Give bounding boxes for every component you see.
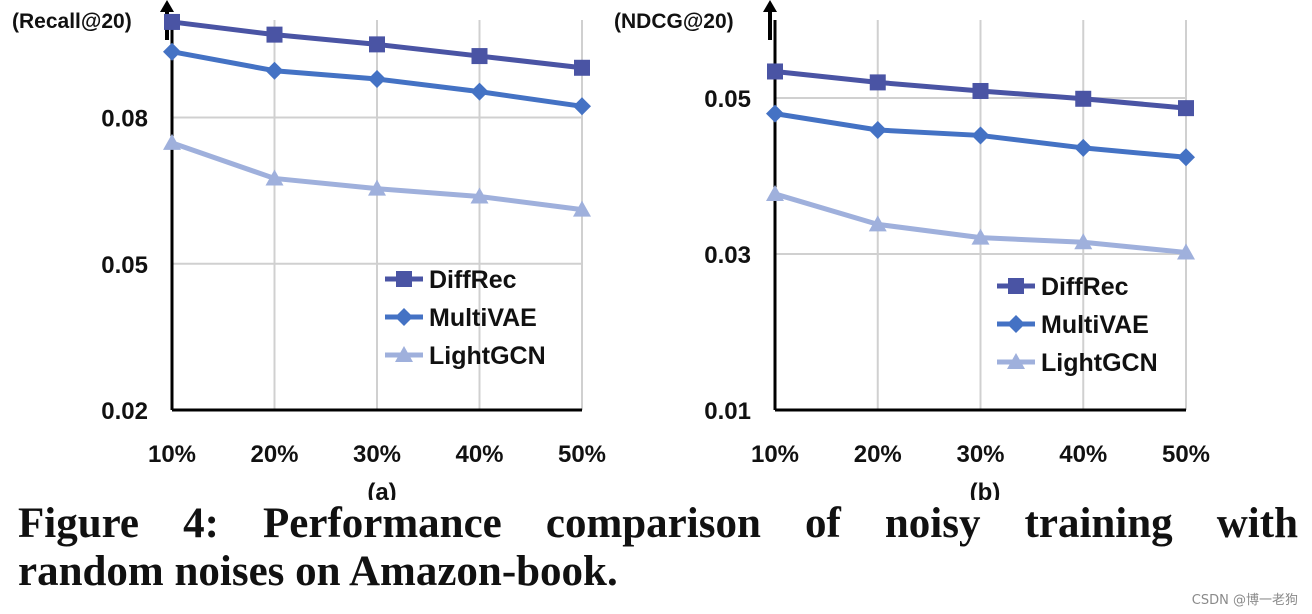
legend-label-diffrec: DiffRec (1041, 273, 1129, 301)
figure-charts: (Recall@20) 0.02 0.05 0.08 10% 20% 30% 40% 50% (a… (12, 0, 1210, 500)
y-axis-arrow-icon (763, 0, 777, 12)
y-tick-label: 0.02 (101, 398, 148, 425)
y-tick-label: 0.08 (101, 106, 148, 133)
y-axis-arrow-icon (160, 0, 174, 12)
data-point-diffrec (369, 36, 385, 53)
caption-line-2: random noises on Amazon-book. (18, 548, 618, 595)
x-tick-label: 20% (854, 441, 902, 468)
y-tick-label: 0.03 (704, 242, 751, 269)
data-point-lightgcn (163, 133, 181, 150)
legend-marker-diffrec (396, 271, 412, 287)
data-point-lightgcn (1074, 233, 1093, 250)
x-tick-label: 30% (956, 441, 1004, 468)
data-point-lightgcn (766, 184, 784, 201)
data-point-diffrec (164, 13, 180, 30)
legend-label-multivae: MultiVAE (1041, 311, 1149, 339)
caption-line-1: Figure 4: Performance comparison of nois… (18, 500, 1298, 547)
data-point-multivae (573, 97, 591, 116)
data-point-multivae (971, 126, 990, 145)
data-point-lightgcn (971, 228, 990, 245)
data-point-multivae (368, 69, 386, 88)
y-tick-label: 0.01 (704, 398, 751, 425)
x-tick-label: 40% (455, 441, 503, 468)
data-point-multivae (1074, 138, 1093, 157)
data-point-multivae (265, 61, 284, 80)
data-point-lightgcn (1177, 243, 1195, 260)
chart-ndcg: (NDCG@20) 0.01 0.03 0.05 10% 20% 30% 40% 50% (b) D… (614, 0, 1210, 500)
legend-label-multivae: MultiVAE (429, 304, 537, 332)
subplot-label: (b) (970, 479, 1001, 500)
data-point-multivae (868, 120, 887, 139)
data-point-diffrec (1075, 90, 1092, 107)
y-tick-label: 0.05 (704, 86, 751, 113)
data-point-multivae (163, 42, 181, 61)
x-tick-label: 30% (353, 441, 401, 468)
legend-marker-lightgcn (1007, 353, 1025, 369)
data-point-lightgcn (265, 169, 284, 186)
legend-label-diffrec: DiffRec (429, 266, 517, 294)
legend-marker-multivae (395, 308, 413, 326)
x-tick-label: 10% (751, 441, 799, 468)
data-point-lightgcn (368, 179, 386, 196)
watermark-text: CSDN @博一老狗 (1191, 593, 1298, 608)
data-point-diffrec (574, 59, 590, 76)
data-point-multivae (470, 82, 489, 101)
x-tick-label: 50% (558, 441, 606, 468)
figure-caption: Figure 4: Performance comparison of nois… (18, 500, 1298, 596)
x-tick-label: 10% (148, 441, 196, 468)
data-point-diffrec (1178, 100, 1194, 117)
data-point-lightgcn (470, 187, 489, 204)
subplot-label: (a) (367, 479, 396, 500)
x-tick-label: 20% (250, 441, 298, 468)
y-tick-label: 0.05 (101, 252, 148, 279)
data-point-diffrec (972, 82, 989, 99)
data-point-multivae (766, 104, 784, 123)
data-point-diffrec (266, 26, 283, 43)
legend-label-lightgcn: LightGCN (1041, 349, 1158, 377)
data-point-multivae (1177, 148, 1195, 167)
data-point-diffrec (471, 48, 488, 65)
legend-label-lightgcn: LightGCN (429, 342, 546, 370)
data-point-diffrec (767, 63, 783, 80)
x-tick-label: 40% (1059, 441, 1107, 468)
x-tick-label: 50% (1162, 441, 1210, 468)
legend-marker-diffrec (1008, 278, 1024, 294)
data-point-diffrec (869, 74, 886, 91)
data-point-lightgcn (868, 215, 887, 232)
legend-marker-lightgcn (395, 346, 413, 362)
y-axis-title: (NDCG@20) (614, 10, 734, 33)
data-point-lightgcn (573, 200, 591, 217)
y-axis-title: (Recall@20) (12, 10, 132, 33)
chart-recall: (Recall@20) 0.02 0.05 0.08 10% 20% 30% 40% 50% (a… (12, 0, 606, 500)
legend-marker-multivae (1007, 315, 1025, 333)
